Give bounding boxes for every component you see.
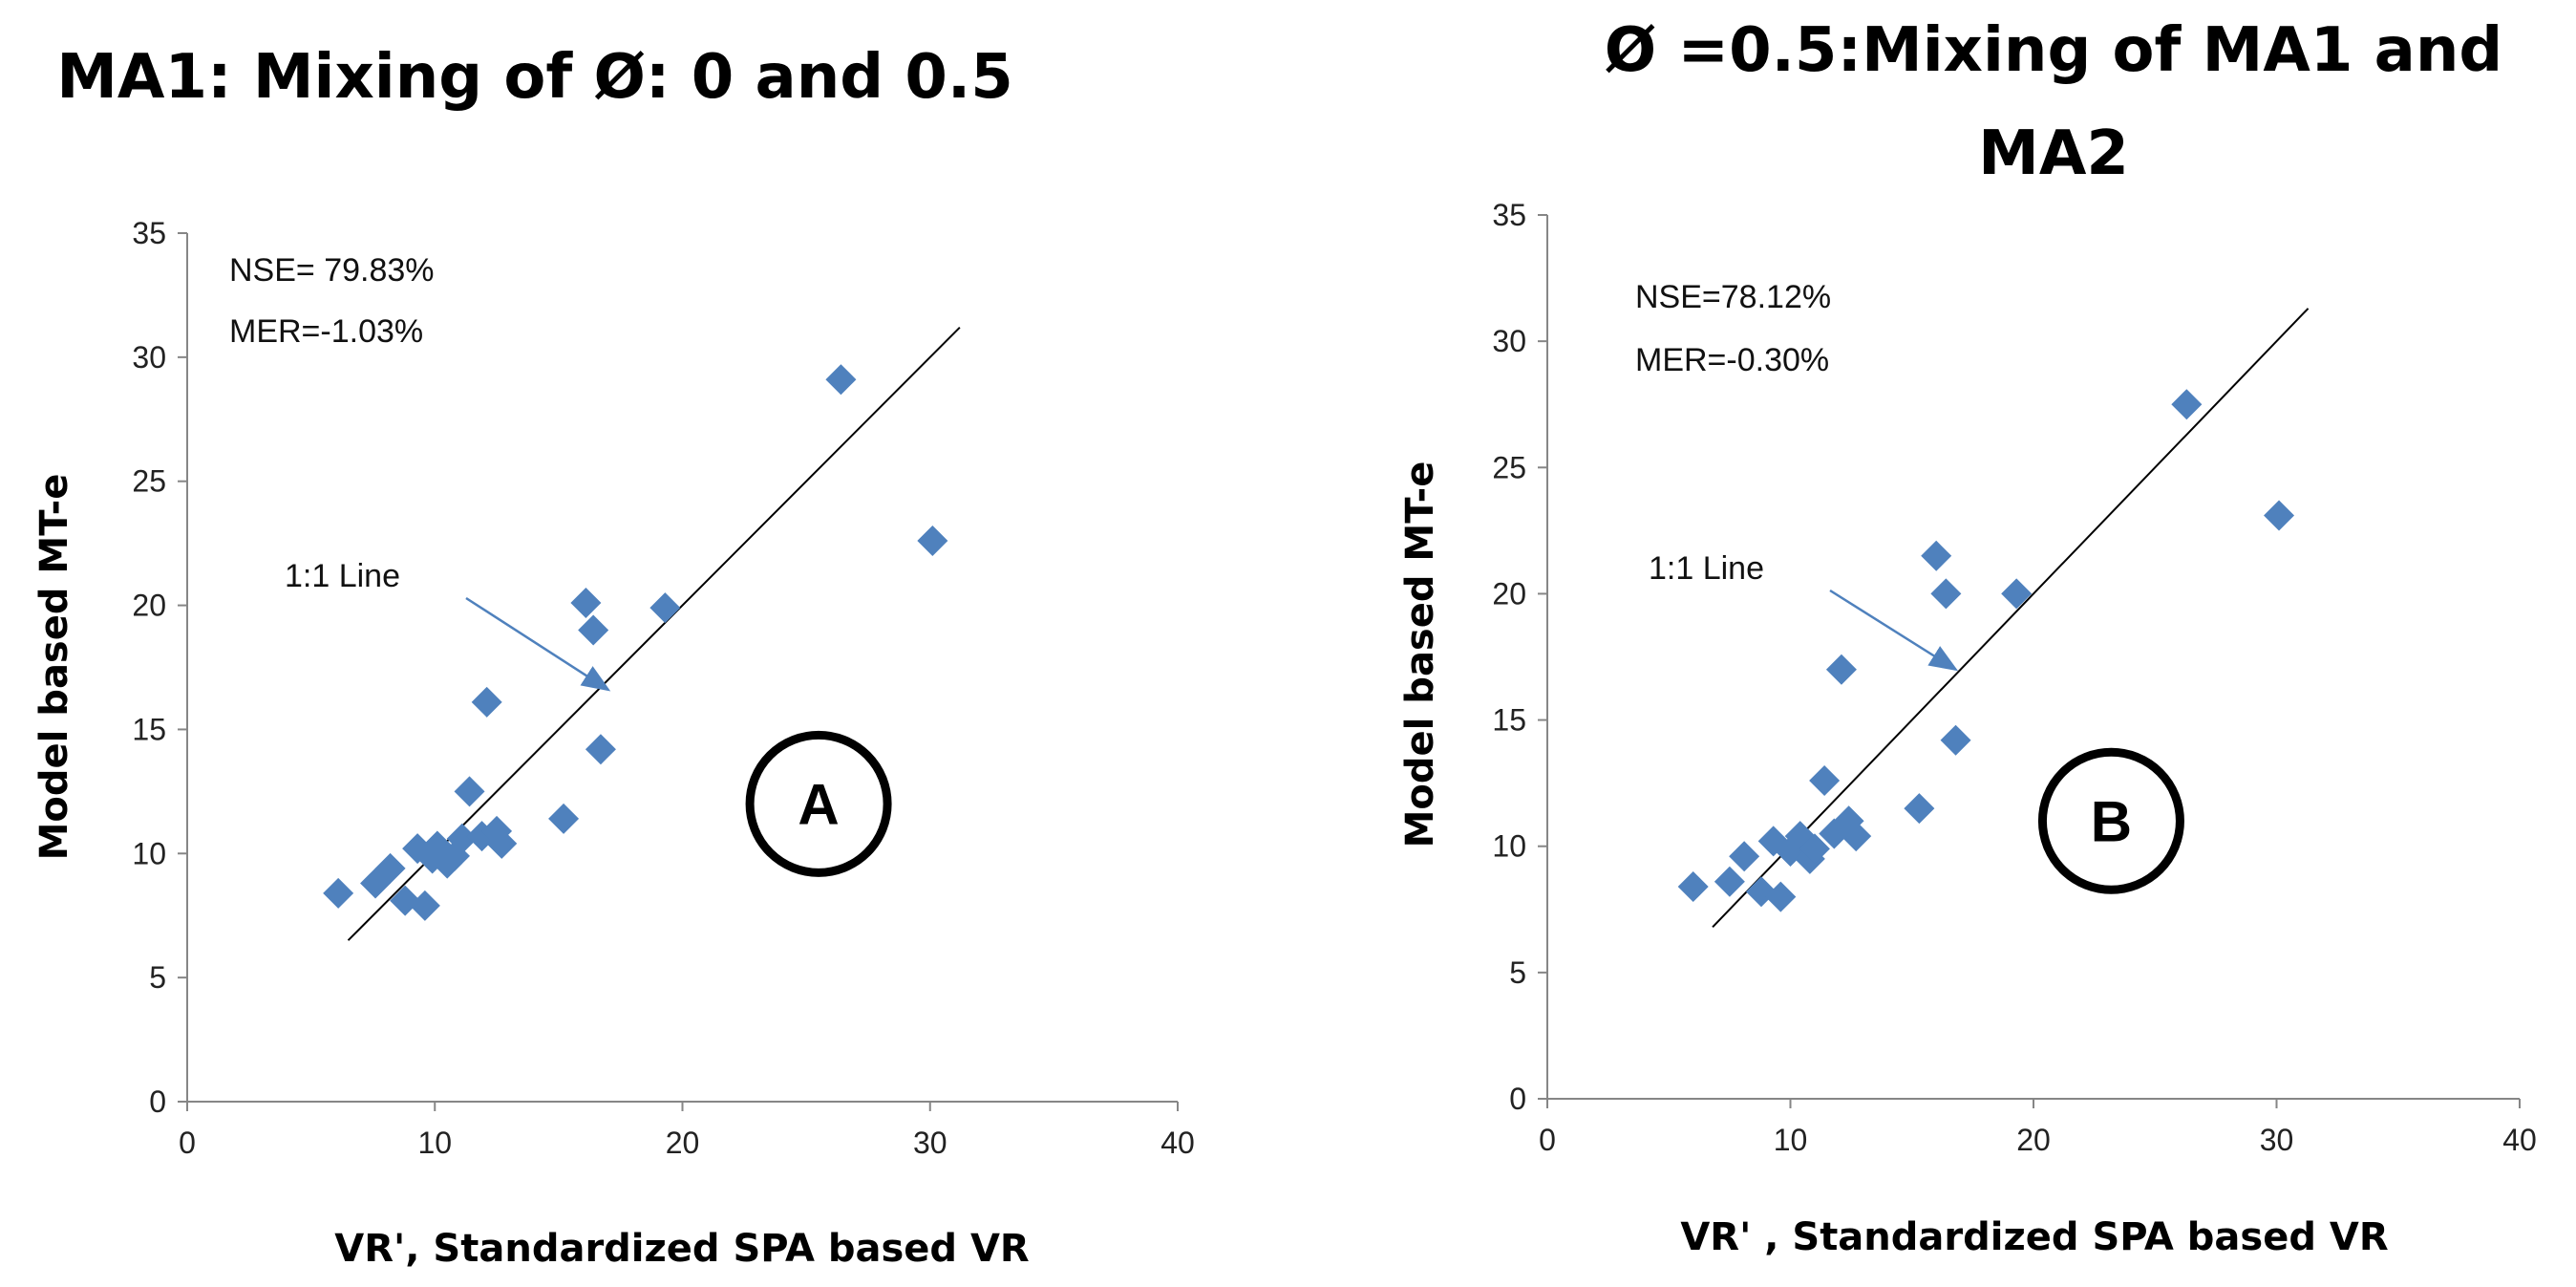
chart-b-y-tick-label: 5 (1509, 955, 1526, 990)
chart-b-data-point (1921, 540, 1952, 571)
chart-b-x-ticks (1546, 1099, 2521, 1108)
chart-a-y-tick-label: 5 (149, 960, 166, 995)
chart-b-x-tick-label: 10 (1774, 1123, 1808, 1157)
chart-b-y-tick-label: 0 (1509, 1082, 1526, 1116)
chart-a-data-point (454, 776, 485, 807)
chart-b-y-tick-label: 20 (1492, 576, 1526, 611)
chart-a-x-tick-label: 10 (417, 1126, 452, 1160)
chart-a-x-tick-label: 0 (179, 1126, 196, 1160)
chart-a-data-point (585, 734, 616, 765)
chart-a-x-axis-title: VR', Standardized SPA based VR (334, 1227, 1029, 1271)
chart-a-data-point (471, 686, 502, 718)
chart-b-y-tick-label: 35 (1492, 198, 1526, 232)
chart-b-mer-stat: MER=-0.30% (1635, 342, 1829, 378)
chart-b-title-line-1: Ø =0.5:Mixing of MA1 and (1605, 15, 2502, 86)
chart-a-y-tick-label: 15 (132, 712, 166, 746)
chart-b-data-point (2001, 578, 2033, 610)
chart-panel-a: MA1: Mixing of Ø: 0 and 0.5 0 5 10 15 20… (32, 42, 1195, 1271)
chart-a-data-point (486, 827, 518, 859)
chart-b-x-tick-label: 0 (1539, 1123, 1556, 1157)
chart-a-data-point (578, 614, 609, 646)
chart-b-data-point (2171, 389, 2203, 420)
chart-b-panel-badge (2037, 747, 2184, 894)
chart-b-y-tick-label: 25 (1492, 450, 1526, 484)
chart-a-y-tick-label: 0 (149, 1084, 166, 1119)
chart-a-y-axis-title: Model based MT-e (32, 474, 76, 861)
chart-a-x-tick-label: 30 (913, 1126, 947, 1160)
chart-b-data-point (1904, 793, 1935, 825)
chart-b-data-point (1714, 866, 1745, 897)
chart-a-y-tick-label: 30 (132, 340, 166, 375)
chart-b-data-point (1930, 578, 1962, 610)
chart-b-data-point (1825, 654, 1857, 685)
chart-panel-b: Ø =0.5:Mixing of MA1 and MA2 0 5 10 15 2… (1398, 15, 2537, 1259)
chart-b-y-ticks (1538, 214, 1547, 1100)
chart-a-data-point (825, 364, 857, 396)
chart-b-x-tick-label: 30 (2260, 1123, 2294, 1157)
chart-b-x-axis-title: VR' , Standardized SPA based VR (1680, 1215, 2388, 1259)
chart-a-panel-label: A (798, 772, 839, 836)
chart-b-data-point (1799, 833, 1830, 865)
chart-b-panel-label: B (2091, 789, 2132, 853)
chart-a-title-line-1: MA1: Mixing of Ø: 0 and 0.5 (56, 42, 1013, 113)
chart-b-points (1677, 389, 2295, 912)
chart-a-x-tick-label: 20 (666, 1126, 700, 1160)
chart-a-x-tick-label: 40 (1160, 1126, 1195, 1160)
chart-b-line-label: 1:1 Line (1649, 550, 1764, 587)
chart-a-panel-badge (745, 730, 892, 877)
chart-b-data-point (1765, 881, 1797, 912)
chart-a-data-point (409, 890, 440, 921)
chart-a-data-point (649, 592, 681, 624)
chart-a-y-tick-label: 35 (132, 216, 166, 250)
chart-b-title-line-2: MA2 (1978, 118, 2129, 189)
chart-a-line-label: 1:1 Line (285, 558, 400, 594)
chart-a-data-point (548, 803, 580, 834)
chart-a-mer-stat: MER=-1.03% (229, 313, 423, 350)
chart-b-y-tick-label: 10 (1492, 829, 1526, 864)
chart-b-data-point (1841, 821, 1872, 852)
chart-b-y-axis-title: Model based MT-e (1398, 461, 1442, 848)
chart-b-one-to-one-line (1712, 308, 2310, 928)
chart-a-y-tick-label: 25 (132, 464, 166, 499)
chart-a-y-tick-label: 10 (132, 836, 166, 870)
chart-b-data-point (1729, 841, 1760, 872)
chart-b-x-tick-label: 20 (2016, 1123, 2051, 1157)
chart-b-nse-stat: NSE=78.12% (1635, 279, 1831, 315)
chart-b-y-tick-label: 15 (1492, 703, 1526, 738)
chart-a-data-point (323, 877, 354, 909)
chart-b-data-point (2264, 500, 2295, 531)
chart-b-data-point (1677, 871, 1709, 902)
chart-a-data-point (570, 587, 602, 618)
chart-b-line-label-arrow (1829, 589, 1959, 672)
chart-a-line-label-arrow (465, 596, 611, 692)
chart-a-points (323, 364, 948, 921)
chart-a-nse-stat: NSE= 79.83% (229, 252, 435, 289)
chart-a-data-point (446, 823, 478, 854)
chart-a-data-point (917, 526, 948, 557)
chart-a-x-ticks (186, 1102, 1179, 1111)
chart-a-y-ticks (178, 232, 187, 1103)
chart-b-data-point (1809, 765, 1841, 796)
chart-b-y-tick-label: 30 (1492, 324, 1526, 358)
chart-b-x-tick-label: 40 (2502, 1123, 2537, 1157)
chart-b-data-point (1940, 724, 1971, 756)
chart-a-y-tick-label: 20 (132, 589, 166, 623)
chart-a-data-point (374, 852, 406, 884)
